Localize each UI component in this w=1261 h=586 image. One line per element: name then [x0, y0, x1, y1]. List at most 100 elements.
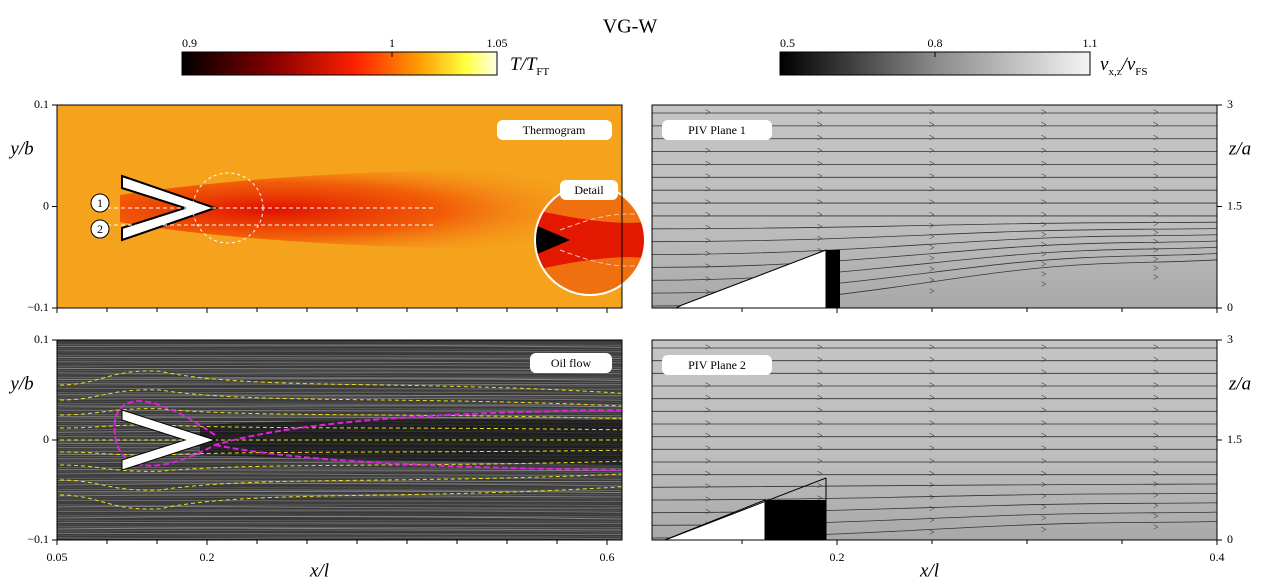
colorbar-tick-label: 0.5: [780, 36, 795, 50]
y-tick-label: 3: [1227, 332, 1233, 346]
streamline-arrow: >: [929, 504, 935, 515]
streamline-arrow: >: [705, 482, 711, 493]
y-axis-label: z/a: [1228, 373, 1251, 394]
streamline-arrow: >: [705, 249, 711, 260]
colorbar: [182, 52, 497, 75]
streamline-arrow: >: [1041, 159, 1047, 170]
streamline-arrow: >: [929, 481, 935, 492]
colorbar-label-part: FT: [536, 66, 549, 78]
streamline-arrow: >: [705, 107, 711, 118]
streamline-arrow: >: [929, 275, 935, 286]
streamline-arrow: >: [1153, 393, 1159, 404]
streamline-arrow: >: [1153, 431, 1159, 442]
colorbar-tick-label: 0.8: [928, 36, 943, 50]
streamline-arrow: >: [705, 159, 711, 170]
streamline-arrow: >: [817, 456, 823, 467]
streamline-arrow: >: [1153, 133, 1159, 144]
y-tick-label: 0: [1227, 532, 1233, 546]
x-axis-label: x/l: [309, 560, 329, 581]
streamline-arrow: >: [705, 197, 711, 208]
streamline-arrow: >: [1153, 342, 1159, 353]
streamline-arrow: >: [929, 120, 935, 131]
streamline-arrow: >: [1041, 393, 1047, 404]
y-tick-label: 0: [43, 198, 49, 212]
streamline-arrow: >: [929, 516, 935, 527]
x-tick-label: 0.6: [600, 550, 615, 564]
streamline-arrow: >: [705, 236, 711, 247]
streamline-arrow: >: [817, 222, 823, 233]
streamline-arrow: >: [1153, 368, 1159, 379]
streamline-arrow: >: [929, 232, 935, 243]
streamline-arrow: >: [929, 469, 935, 480]
streamline-arrow: >: [705, 431, 711, 442]
x-tick-label: 0.05: [47, 550, 68, 564]
x-tick-label: 0.2: [200, 550, 215, 564]
colorbar-label-part: /v: [1121, 54, 1136, 75]
streamline-arrow: >: [1041, 133, 1047, 144]
y-tick-label: −0.1: [27, 532, 49, 546]
panel-label: PIV Plane 1: [688, 123, 746, 137]
streamline-arrow: >: [929, 210, 935, 221]
y-tick-label: −0.1: [27, 300, 49, 314]
streamline-arrow: >: [705, 380, 711, 391]
streamline-arrow: >: [929, 342, 935, 353]
streamline-arrow: >: [929, 197, 935, 208]
streamline-arrow: >: [1153, 120, 1159, 131]
streamline-arrow: >: [929, 172, 935, 183]
streamline-arrow: >: [705, 275, 711, 286]
streamline-arrow: >: [929, 221, 935, 232]
streamline-arrow: >: [817, 368, 823, 379]
streamline-arrow: >: [1153, 146, 1159, 157]
y-tick-label: 3: [1227, 97, 1233, 111]
streamline-arrow: >: [929, 527, 935, 538]
streamline-arrow: >: [929, 393, 935, 404]
streamline-arrow: >: [817, 431, 823, 442]
colorbar-label-part: x,z: [1108, 66, 1121, 78]
streamline-arrow: >: [705, 469, 711, 480]
streamline-arrow: >: [817, 133, 823, 144]
colorbars: [182, 52, 1090, 75]
streamline-arrow: >: [1153, 444, 1159, 455]
streamline-arrow: >: [929, 286, 935, 297]
streamline-arrow: >: [705, 494, 711, 505]
piv1-shadow: [826, 250, 840, 308]
streamline-arrow: >: [1041, 406, 1047, 417]
streamline-arrow: >: [817, 444, 823, 455]
streamline-arrow: >: [1041, 368, 1047, 379]
streamline-arrow: >: [817, 146, 823, 157]
streamline-arrow: >: [1041, 279, 1047, 290]
streamline-arrow: >: [1041, 418, 1047, 429]
streamline-arrow: >: [705, 507, 711, 518]
streamline-arrow: >: [1153, 107, 1159, 118]
streamline-arrow: >: [1153, 172, 1159, 183]
streamline-arrow: >: [929, 418, 935, 429]
figure: VG-W >>>>>>>>>>>>>>>>>>>>>>>>>>>>>>>>>>>…: [0, 0, 1261, 581]
streamline-arrow: >: [1041, 120, 1047, 131]
colorbar-label: T/TFT: [510, 54, 550, 77]
streamline-arrow: >: [929, 431, 935, 442]
streamline-arrow: >: [817, 355, 823, 366]
y-axis-label: y/b: [8, 138, 33, 159]
streamline-arrow: >: [817, 210, 823, 221]
y-axis-label: z/a: [1228, 138, 1251, 159]
streamline-arrow: >: [817, 107, 823, 118]
streamline-arrow: >: [817, 380, 823, 391]
streamline-arrow: >: [929, 368, 935, 379]
streamline-arrow: >: [1153, 480, 1159, 491]
streamline-arrow: >: [1153, 184, 1159, 195]
streamline-arrow: >: [817, 393, 823, 404]
streamline-arrow: >: [1041, 184, 1047, 195]
streamline-arrow: >: [817, 197, 823, 208]
streamline-arrow: >: [1041, 197, 1047, 208]
streamline-arrow: >: [1153, 406, 1159, 417]
streamline-arrow: >: [1041, 342, 1047, 353]
streamline-arrow: >: [929, 265, 935, 276]
colorbar-tick-label: 1.05: [487, 36, 508, 50]
streamline-arrow: >: [929, 184, 935, 195]
streamline-arrow: >: [929, 133, 935, 144]
x-tick-label: 0.4: [1210, 550, 1225, 564]
streamline-arrow: >: [1041, 480, 1047, 491]
streamline-arrow: >: [817, 172, 823, 183]
panel-label: Detail: [574, 183, 604, 197]
streamline-arrow: >: [817, 481, 823, 492]
